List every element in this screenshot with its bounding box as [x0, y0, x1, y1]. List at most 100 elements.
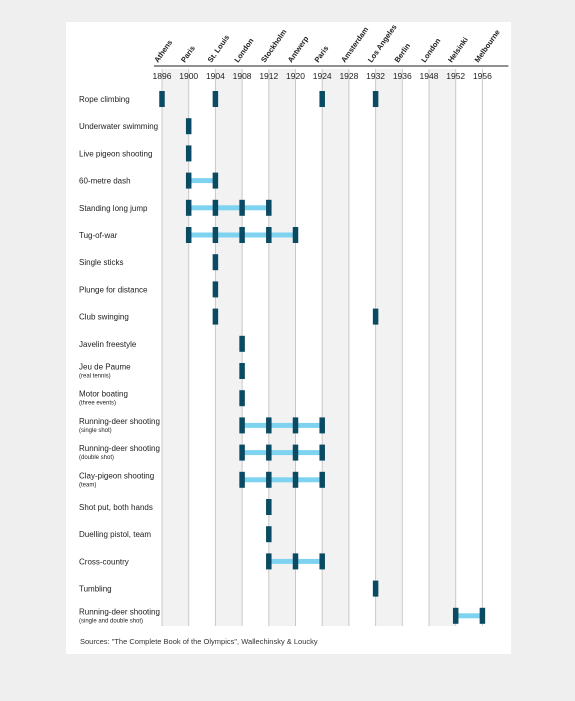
event-marker-1924 — [319, 444, 325, 461]
event-sublabel: (team) — [79, 482, 96, 488]
event-label: 60-metre dash — [79, 177, 131, 186]
column-band — [429, 69, 456, 626]
event-marker-1912 — [266, 417, 272, 434]
event-marker-1932 — [372, 580, 379, 597]
year-label: 1924 — [313, 71, 332, 81]
event-label: Live pigeon shooting — [79, 149, 152, 158]
event-rows: Rope climbing Underwater swimming Live pig… — [79, 91, 486, 624]
timeline-chart: Athens Paris St. Louis London StockholmAntwe… — [79, 23, 509, 626]
event-label: Shot put, both hands — [79, 503, 153, 512]
event-connector — [242, 422, 323, 428]
event-row: Club swinging — [79, 308, 379, 325]
event-marker-1912 — [266, 227, 272, 243]
event-marker-1924 — [319, 91, 325, 107]
event-row: 60-metre dash — [79, 172, 219, 189]
city-label: Melbourne — [473, 28, 502, 64]
year-label: 1952 — [446, 71, 465, 81]
event-marker-1920 — [292, 417, 299, 434]
event-row: Running-deer shooting (double shot) — [79, 444, 325, 461]
event-connector — [242, 450, 323, 456]
event-label: Rope climbing — [79, 95, 130, 104]
event-sublabel: (single shot) — [79, 428, 112, 434]
event-marker-1908 — [239, 335, 245, 352]
chart-panel: Athens Paris St. Louis London Stockholm Antwe… — [66, 22, 511, 654]
event-row: Shot put, both hands — [79, 499, 272, 515]
event-marker-1904 — [212, 254, 219, 271]
year-label: 1912 — [259, 71, 278, 81]
event-row: Duelling pistol, team — [79, 526, 272, 543]
event-marker-1900 — [185, 172, 192, 189]
column-band — [375, 69, 403, 626]
event-sublabel: (double shot) — [79, 455, 114, 461]
event-marker-1920 — [292, 553, 299, 570]
year-label: 1928 — [339, 71, 358, 81]
event-marker-1912 — [266, 444, 272, 461]
event-marker-1900 — [185, 199, 192, 216]
event-row: Underwater swimming — [79, 118, 192, 135]
city-label: Paris — [179, 44, 197, 64]
event-marker-1932 — [372, 91, 379, 107]
event-row: Rope climbing — [79, 91, 379, 107]
event-marker-1904 — [212, 199, 219, 216]
event-label: Motor boating — [79, 390, 128, 399]
event-marker-1912 — [266, 199, 272, 216]
event-label: Plunge for distance — [79, 285, 148, 294]
event-sublabel: (real tennis) — [79, 374, 111, 380]
city-label: Stockholm — [259, 27, 289, 64]
city-label: London — [232, 36, 255, 64]
event-label: Standing long jump — [79, 204, 148, 213]
event-marker-1956 — [479, 607, 486, 624]
event-marker-1908 — [239, 227, 245, 243]
event-sublabel: (three events) — [79, 401, 116, 407]
city-label: St. Louis — [206, 33, 232, 64]
event-connector — [455, 613, 483, 619]
event-marker-1908 — [239, 471, 245, 488]
event-row: Single sticks — [79, 254, 219, 271]
event-marker-1924 — [319, 553, 325, 570]
event-row: Running-deer shooting (single shot) — [79, 417, 325, 434]
event-marker-1952 — [452, 607, 459, 624]
event-marker-1912 — [266, 526, 272, 543]
event-marker-1932 — [372, 308, 379, 325]
event-marker-1904 — [212, 91, 219, 107]
event-marker-1924 — [319, 471, 325, 488]
event-marker-1908 — [239, 417, 245, 434]
column-band — [215, 69, 243, 626]
event-connector — [188, 205, 269, 211]
column-bands — [162, 69, 456, 626]
event-row: Running-deer shooting (single and double … — [79, 607, 486, 624]
event-marker-1924 — [319, 417, 325, 434]
gridlines — [161, 69, 483, 626]
event-marker-1920 — [292, 471, 299, 488]
event-label: Tug-of-war — [79, 231, 118, 240]
year-label: 1900 — [179, 71, 198, 81]
event-marker-1904 — [212, 281, 219, 298]
event-marker-1900 — [185, 227, 192, 243]
source-note: Sources: "The Complete Book of the Olymp… — [80, 637, 318, 646]
event-label: Underwater swimming — [79, 122, 158, 131]
event-row: Live pigeon shooting — [79, 145, 192, 162]
event-row: Cross-country — [79, 553, 325, 570]
city-label: Paris — [312, 44, 330, 64]
event-label: Tumbling — [79, 585, 112, 594]
city-label: Berlin — [393, 41, 413, 64]
event-row: Jeu de Paume (real tennis) — [79, 363, 245, 380]
column-band — [322, 69, 349, 626]
year-label: 1936 — [393, 71, 412, 81]
event-label: Jeu de Paume — [79, 363, 131, 372]
year-label: 1896 — [153, 71, 172, 81]
event-marker-1908 — [239, 390, 245, 407]
year-label: 1904 — [206, 71, 225, 81]
event-marker-1912 — [266, 553, 272, 570]
city-label: Athens — [152, 38, 174, 64]
event-marker-1920 — [292, 227, 299, 243]
city-label: London — [419, 36, 442, 64]
year-label: 1948 — [420, 71, 439, 81]
event-row: Standing long jump — [79, 199, 272, 216]
event-marker-1900 — [185, 145, 192, 162]
event-marker-1904 — [212, 308, 219, 325]
column-band — [162, 69, 189, 626]
city-label: Helsinki — [446, 35, 470, 64]
event-marker-1904 — [212, 172, 219, 189]
year-label: 1932 — [366, 71, 385, 81]
